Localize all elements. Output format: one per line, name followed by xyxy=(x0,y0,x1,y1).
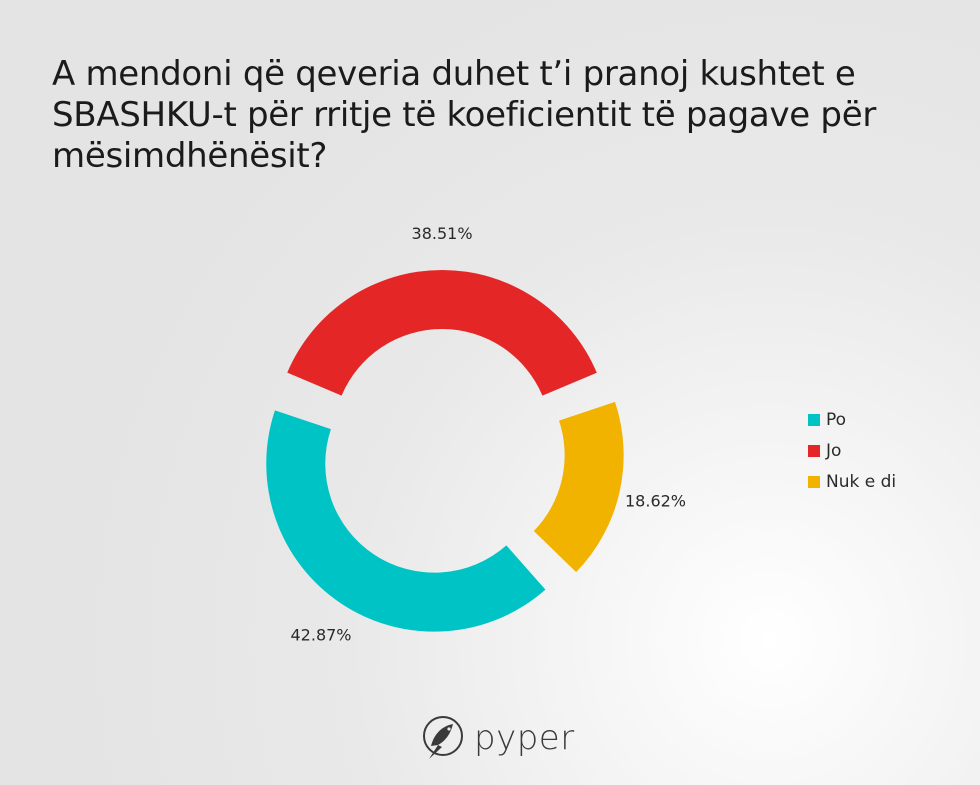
legend-item-nuk-e-di: Nuk e di xyxy=(808,466,896,497)
brand-name: pyper xyxy=(474,718,575,758)
data-label-nuk-e-di: 18.62% xyxy=(625,492,686,511)
legend-label-nuk-e-di: Nuk e di xyxy=(826,471,897,492)
legend-swatch-po xyxy=(808,413,820,426)
bird-icon xyxy=(423,716,463,759)
data-label-po: 42.87% xyxy=(291,626,352,645)
donut-slice-nuk-e-di xyxy=(533,401,624,573)
legend-label-jo: Jo xyxy=(826,440,842,461)
legend-item-po: Po xyxy=(808,404,896,435)
legend-swatch-nuk-e-di xyxy=(808,475,820,488)
legend-swatch-jo xyxy=(808,444,820,457)
donut-slice-po xyxy=(266,410,546,632)
chart-title: A mendoni që qeveria duhet t’i pranoj ku… xyxy=(52,54,876,176)
legend-item-jo: Jo xyxy=(808,435,896,466)
data-label-jo: 38.51% xyxy=(412,224,473,243)
legend-label-po: Po xyxy=(826,409,847,430)
donut-slice-jo xyxy=(287,270,597,396)
brand-logo: pyper xyxy=(420,712,575,764)
legend: Po Jo Nuk e di xyxy=(808,404,896,497)
